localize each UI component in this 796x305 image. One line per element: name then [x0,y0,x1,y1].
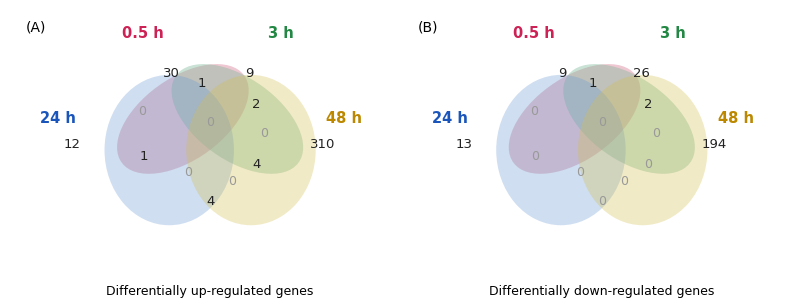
Text: 3 h: 3 h [660,26,685,41]
Text: 194: 194 [701,138,727,151]
Text: 4: 4 [252,158,260,171]
Text: 2: 2 [252,98,260,111]
Text: 0: 0 [576,166,583,179]
Text: 1: 1 [589,77,598,91]
Text: 9: 9 [559,67,567,80]
Text: 3 h: 3 h [268,26,294,41]
Text: (A): (A) [26,20,46,34]
Ellipse shape [186,75,316,225]
Text: 310: 310 [310,138,335,151]
Text: 0: 0 [598,196,606,208]
Text: 0: 0 [228,175,236,188]
Text: 0: 0 [644,158,652,171]
Text: 0: 0 [620,175,628,188]
Ellipse shape [117,64,248,174]
Text: 24 h: 24 h [431,111,467,127]
Text: Differentially up-regulated genes: Differentially up-regulated genes [107,285,314,298]
Text: 9: 9 [245,67,253,80]
Ellipse shape [564,64,695,174]
Text: 0.5 h: 0.5 h [513,26,555,41]
Text: 30: 30 [162,67,179,80]
Text: 2: 2 [643,98,652,111]
Text: 4: 4 [206,196,214,208]
Text: 1: 1 [139,150,148,163]
Text: 12: 12 [64,138,80,151]
Text: 0: 0 [206,116,214,129]
Text: 1: 1 [197,77,206,91]
Text: 0: 0 [532,150,540,163]
Ellipse shape [496,75,626,225]
Ellipse shape [104,75,234,225]
Text: 48 h: 48 h [326,111,362,127]
Text: 0: 0 [184,166,192,179]
Text: 24 h: 24 h [40,111,76,127]
Text: 26: 26 [633,67,650,80]
Text: 48 h: 48 h [718,111,754,127]
Text: 0: 0 [138,105,146,118]
Ellipse shape [509,64,640,174]
Ellipse shape [172,64,303,174]
Text: 0: 0 [598,116,606,129]
Text: 0: 0 [529,105,537,118]
Ellipse shape [578,75,708,225]
Text: Differentially down-regulated genes: Differentially down-regulated genes [489,285,715,298]
Text: 13: 13 [455,138,472,151]
Text: 0: 0 [260,127,268,140]
Text: (B): (B) [418,20,439,34]
Text: 0: 0 [652,127,661,140]
Text: 0.5 h: 0.5 h [122,26,163,41]
